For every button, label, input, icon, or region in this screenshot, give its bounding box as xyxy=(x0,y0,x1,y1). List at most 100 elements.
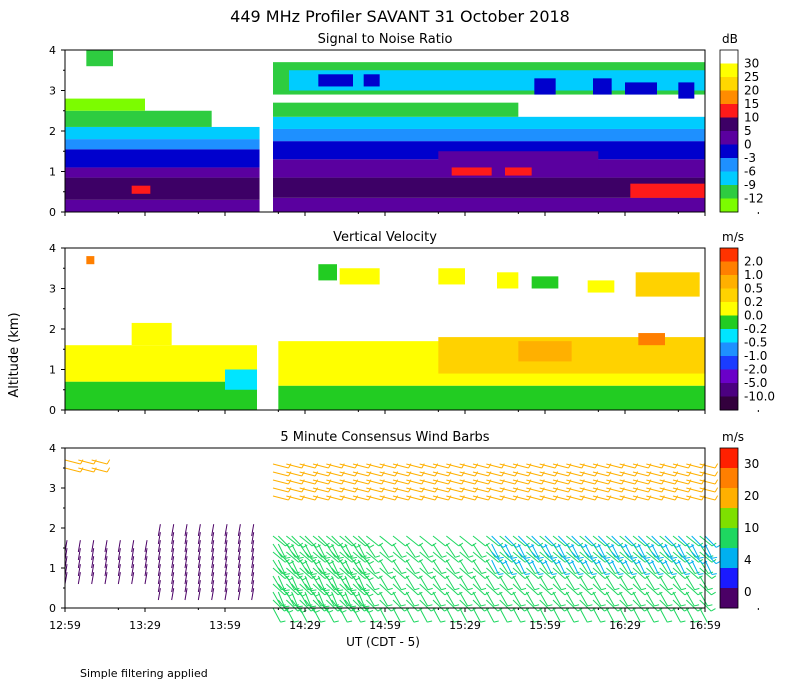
wind-barb xyxy=(299,551,313,563)
wind-barb xyxy=(197,572,201,585)
wind-barb xyxy=(379,551,393,563)
wind-barb xyxy=(131,540,135,553)
wind-barb-feather xyxy=(627,604,633,607)
wind-barb xyxy=(131,556,135,569)
wind-barb xyxy=(251,580,255,593)
colorbar-tick-label: -9 xyxy=(744,178,756,192)
wind-barb-feather xyxy=(555,544,561,548)
wind-barb xyxy=(637,535,650,548)
wind-barb xyxy=(579,575,589,590)
wind-barb xyxy=(317,567,330,581)
wind-barb-feather xyxy=(338,589,344,592)
wind-barb-feather xyxy=(480,620,486,623)
wind-barb xyxy=(472,575,482,590)
wind-barb-feather xyxy=(565,556,571,559)
wind-barb-feather xyxy=(561,587,567,591)
wind-barb xyxy=(304,575,312,591)
wind-barb xyxy=(446,487,462,493)
wind-barb xyxy=(459,479,476,485)
y-tick-label: 3 xyxy=(49,283,56,296)
wind-barb xyxy=(286,463,302,469)
wind-barb xyxy=(419,463,436,469)
wind-barb xyxy=(512,471,529,477)
wind-barb xyxy=(557,551,570,564)
wind-barb-feather xyxy=(455,555,461,558)
wind-barb-feather xyxy=(712,556,718,559)
wind-barb-feather xyxy=(288,471,292,477)
y-tick-label: 3 xyxy=(49,482,56,495)
wind-barb xyxy=(592,495,609,501)
wind-barb xyxy=(419,583,432,596)
wind-barb xyxy=(344,567,357,581)
wind-barb xyxy=(672,599,685,612)
wind-barb-feather xyxy=(592,556,598,559)
wind-barb xyxy=(565,575,575,590)
wind-barb-feather xyxy=(388,555,394,558)
colorbar-tick-label: -10.0 xyxy=(744,390,775,404)
wind-barb xyxy=(272,551,286,563)
wind-barb xyxy=(104,556,108,569)
heatmap-cell xyxy=(225,369,257,390)
wind-barb xyxy=(699,567,713,579)
wind-barb-feather xyxy=(581,479,585,485)
wind-barb-feather xyxy=(581,487,585,493)
wind-barb xyxy=(432,487,449,493)
wind-barb xyxy=(499,575,509,590)
wind-barb xyxy=(317,543,326,559)
wind-barb-feather xyxy=(600,620,606,623)
wind-barb-feather xyxy=(648,495,652,501)
wind-barb-feather xyxy=(448,463,452,469)
wind-barb-feather xyxy=(474,463,479,469)
wind-barb xyxy=(699,551,713,563)
wind-barb xyxy=(619,583,632,596)
wind-barb-feather xyxy=(288,463,292,469)
wind-barb-feather xyxy=(374,571,380,575)
wind-barb-feather xyxy=(674,487,679,493)
wind-barb-feather xyxy=(608,471,612,477)
wind-barb-feather xyxy=(341,471,345,477)
panels: Signal to Noise Ratio01234dB302520151050… xyxy=(49,32,775,632)
wind-barb xyxy=(486,471,502,477)
wind-barb xyxy=(504,551,517,564)
wind-barb xyxy=(272,495,289,501)
wind-barb xyxy=(544,543,553,559)
colorbar-tick-label: 0 xyxy=(744,585,752,599)
panel-title: Vertical Velocity xyxy=(333,230,437,245)
wind-barb-feather xyxy=(498,542,504,547)
wind-barb xyxy=(619,567,633,579)
wind-barb-feather xyxy=(488,487,492,493)
wind-barb xyxy=(472,463,489,469)
wind-barb-feather xyxy=(554,463,559,469)
wind-barb-feather xyxy=(604,608,610,612)
wind-barb-feather xyxy=(364,589,370,592)
wind-barb-feather xyxy=(488,479,492,485)
wind-barb xyxy=(419,479,436,485)
wind-barb xyxy=(272,591,282,607)
wind-barb-feather xyxy=(701,487,705,493)
wind-barb-feather xyxy=(688,471,692,477)
wind-barb-feather xyxy=(470,608,476,612)
wind-barb-feather xyxy=(338,542,344,547)
wind-barb xyxy=(432,599,445,612)
y-tick-label: 1 xyxy=(49,364,56,377)
colorbar-tick-label: -1.0 xyxy=(744,349,767,363)
wind-barb-feather xyxy=(471,542,477,547)
wind-barb xyxy=(646,551,659,563)
x-tick-label: 14:59 xyxy=(369,619,401,632)
wind-barb-feather xyxy=(378,542,384,547)
wind-barb xyxy=(419,543,429,558)
wind-barb-feather xyxy=(701,463,705,469)
wind-barb-feather xyxy=(514,471,519,477)
wind-barb xyxy=(331,535,344,548)
wind-barb xyxy=(672,607,681,623)
wind-barb xyxy=(272,479,289,485)
wind-barb xyxy=(517,551,530,564)
colorbar-swatch xyxy=(720,261,738,276)
wind-barb-feather xyxy=(458,542,464,547)
colorbar-swatch xyxy=(720,185,738,199)
wind-barb-feather xyxy=(414,571,420,575)
colorbar-frame xyxy=(719,49,739,213)
wind-barb-feather xyxy=(106,467,111,473)
panel-2: Vertical Velocity 0 1 2 3 4 m/s2.01.00.50.20.0… xyxy=(49,230,775,417)
